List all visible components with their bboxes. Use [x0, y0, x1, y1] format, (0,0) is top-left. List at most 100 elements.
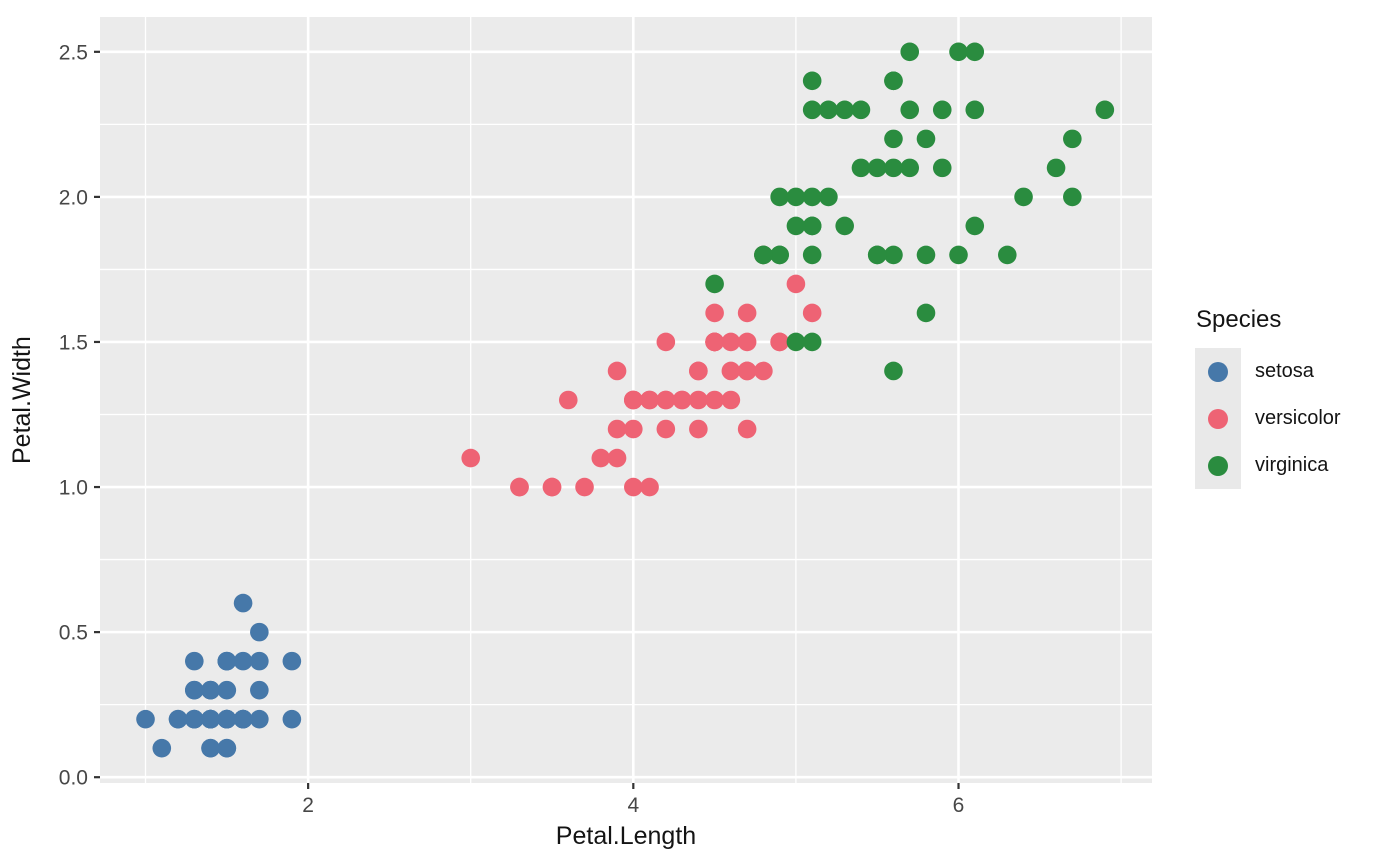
- series-virginica: [705, 42, 1115, 381]
- data-point: [136, 709, 155, 729]
- data-point: [168, 709, 188, 729]
- data-point: [770, 245, 789, 265]
- data-point: [201, 709, 220, 729]
- data-point: [949, 245, 968, 265]
- data-point: [786, 332, 806, 352]
- data-point: [884, 158, 903, 178]
- y-tick-label: 0.5: [59, 622, 88, 645]
- data-point: [558, 390, 578, 410]
- data-point: [201, 680, 220, 700]
- data-point: [705, 274, 724, 294]
- legend-item-setosa: setosa: [1195, 348, 1341, 395]
- data-point: [1014, 187, 1033, 207]
- data-point: [217, 738, 237, 758]
- data-point: [802, 71, 822, 91]
- data-point: [965, 216, 985, 236]
- data-point: [916, 303, 936, 323]
- data-point: [884, 71, 903, 91]
- data-point: [640, 390, 659, 410]
- x-tick-label: 6: [953, 794, 965, 817]
- data-point: [250, 709, 269, 729]
- data-point: [900, 100, 920, 120]
- data-point: [737, 419, 757, 439]
- data-point: [802, 216, 822, 236]
- data-point: [884, 361, 903, 381]
- data-point: [884, 245, 903, 265]
- data-point: [689, 419, 708, 439]
- data-point: [965, 100, 985, 120]
- legend-key: [1195, 395, 1241, 442]
- data-point: [786, 187, 806, 207]
- data-point: [802, 187, 822, 207]
- data-point: [705, 390, 724, 410]
- data-point: [250, 651, 269, 671]
- data-point: [851, 158, 871, 178]
- legend-item-virginica: virginica: [1195, 442, 1341, 489]
- data-point: [737, 361, 757, 381]
- data-point: [1063, 187, 1082, 207]
- legend-color-dot-icon: [1208, 455, 1228, 476]
- y-tick-label: 2.5: [59, 41, 88, 64]
- data-point: [705, 303, 724, 323]
- data-point: [607, 419, 627, 439]
- data-point: [770, 187, 789, 207]
- data-point: [802, 100, 822, 120]
- data-point: [786, 274, 806, 294]
- data-point: [640, 477, 659, 497]
- data-point: [900, 158, 920, 178]
- data-point: [835, 100, 854, 120]
- legend-key: [1195, 442, 1241, 489]
- data-point: [282, 709, 302, 729]
- data-point: [575, 477, 594, 497]
- data-point: [721, 332, 741, 352]
- data-point: [217, 680, 237, 700]
- data-point: [689, 361, 708, 381]
- data-point: [721, 390, 741, 410]
- data-point: [802, 245, 822, 265]
- data-point: [997, 245, 1017, 265]
- legend-color-dot-icon: [1208, 361, 1228, 382]
- data-point: [1063, 129, 1082, 149]
- legend-label: setosa: [1255, 360, 1314, 382]
- legend-label: versicolor: [1255, 407, 1341, 429]
- data-point: [770, 332, 789, 352]
- data-point: [932, 158, 952, 178]
- legend-color-dot-icon: [1208, 408, 1228, 429]
- data-point: [1046, 158, 1066, 178]
- data-point: [510, 477, 529, 497]
- data-point: [819, 100, 838, 120]
- data-point: [201, 738, 220, 758]
- legend-items: setosa versicolor virginica: [1195, 348, 1341, 489]
- data-point: [884, 129, 903, 149]
- y-tick-label: 1.5: [59, 331, 88, 354]
- data-point: [250, 680, 269, 700]
- data-point: [656, 419, 676, 439]
- data-point: [461, 448, 481, 468]
- legend-item-versicolor: versicolor: [1195, 395, 1341, 442]
- data-point: [900, 42, 920, 62]
- data-point: [835, 216, 854, 236]
- y-axis-title: Petal.Width: [8, 336, 36, 464]
- legend-label: virginica: [1255, 454, 1329, 476]
- data-point: [233, 651, 253, 671]
- data-point: [802, 332, 822, 352]
- legend-title: Species: [1196, 306, 1282, 333]
- y-tick-label: 2.0: [59, 186, 88, 209]
- data-point: [607, 361, 627, 381]
- x-axis-title: Petal.Length: [555, 822, 697, 850]
- data-point: [786, 216, 806, 236]
- data-point: [624, 390, 643, 410]
- series-setosa: [136, 593, 302, 758]
- legend-key: [1195, 348, 1241, 395]
- data-point: [185, 709, 204, 729]
- data-point: [250, 622, 269, 642]
- data-point: [185, 651, 204, 671]
- data-point: [217, 651, 237, 671]
- data-point: [1095, 100, 1115, 120]
- data-point: [932, 100, 952, 120]
- series-versicolor: [461, 245, 822, 497]
- data-point: [624, 477, 643, 497]
- data-point: [656, 390, 676, 410]
